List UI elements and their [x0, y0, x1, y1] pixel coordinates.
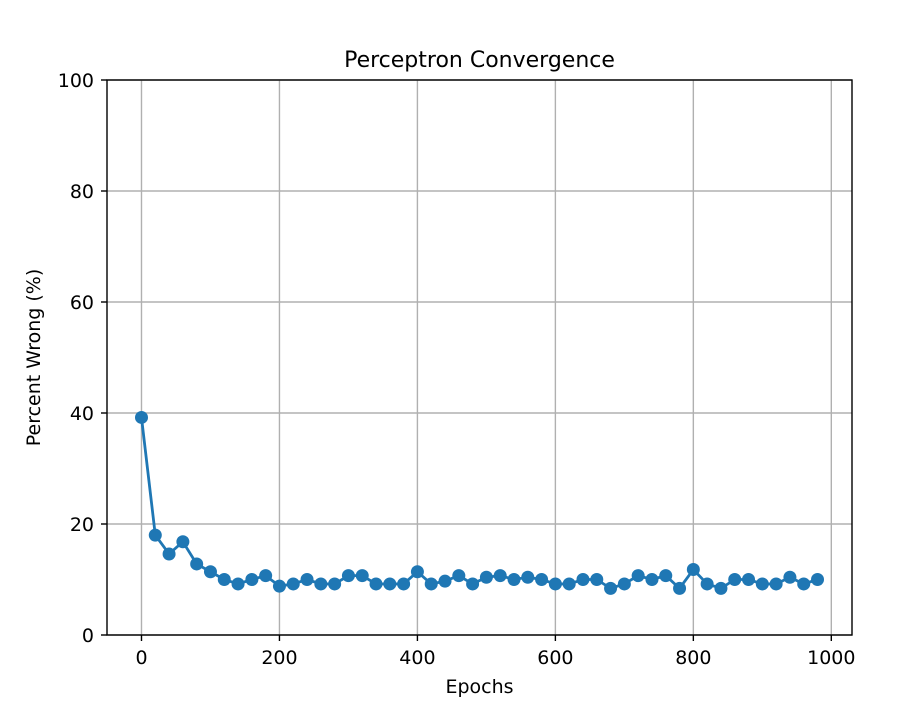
data-point — [438, 574, 452, 588]
y-axis-label: Percent Wrong (%) — [23, 269, 45, 447]
axis-ticks: 0 200 400 600 800 1000 0 20 40 60 80 100 — [58, 70, 856, 669]
x-tick-label: 600 — [537, 647, 573, 669]
data-point — [259, 569, 273, 583]
data-point — [466, 577, 480, 591]
data-point — [631, 569, 645, 583]
data-point — [383, 577, 397, 591]
y-tick-label: 40 — [70, 403, 94, 425]
data-point — [562, 577, 576, 591]
data-point — [341, 569, 355, 583]
data-point — [369, 577, 383, 591]
data-point — [797, 577, 811, 591]
x-tick-label: 800 — [675, 647, 711, 669]
x-tick-label: 400 — [399, 647, 435, 669]
data-point — [190, 557, 204, 571]
data-point — [728, 573, 742, 586]
data-point — [590, 573, 604, 586]
data-point — [521, 570, 535, 584]
data-point — [328, 577, 342, 591]
data-point — [355, 569, 369, 583]
data-point — [231, 577, 245, 591]
data-point — [755, 577, 769, 591]
data-point — [300, 573, 314, 586]
y-tick-label: 60 — [70, 292, 94, 314]
y-tick-label: 100 — [58, 70, 94, 92]
chart-title: Perceptron Convergence — [344, 48, 615, 73]
x-tick-label: 200 — [261, 647, 297, 669]
data-point — [479, 570, 493, 584]
data-point — [617, 577, 631, 591]
data-point — [645, 573, 659, 586]
data-point — [203, 565, 217, 579]
data-point — [686, 563, 700, 577]
data-point — [162, 547, 176, 561]
data-point — [217, 573, 231, 586]
data-point — [535, 573, 549, 586]
x-axis-label: Epochs — [445, 676, 513, 698]
data-point — [659, 569, 673, 583]
x-tick-label: 0 — [135, 647, 147, 669]
data-point — [314, 577, 328, 591]
data-point — [397, 577, 411, 591]
x-tick-label: 1000 — [807, 647, 855, 669]
data-point — [811, 573, 825, 586]
data-point — [452, 569, 466, 583]
y-tick-label: 20 — [70, 514, 94, 536]
data-point — [714, 581, 728, 595]
data-point — [604, 581, 618, 595]
data-point — [548, 577, 562, 591]
data-point — [783, 570, 797, 584]
data-point — [673, 581, 687, 595]
data-point — [769, 577, 783, 591]
data-point — [245, 573, 259, 586]
data-point — [493, 569, 507, 583]
data-point — [272, 579, 286, 593]
data-point — [134, 410, 148, 424]
data-point — [424, 577, 438, 591]
data-point — [507, 573, 521, 586]
data-point — [176, 535, 190, 549]
data-point — [286, 577, 300, 591]
data-point — [576, 573, 590, 586]
plot-frame — [106, 79, 853, 636]
data-point — [742, 573, 756, 586]
data-point — [700, 577, 714, 591]
series — [134, 410, 825, 595]
y-tick-label: 80 — [70, 181, 94, 203]
data-point — [410, 565, 424, 579]
data-point — [148, 528, 162, 542]
y-tick-label: 0 — [82, 625, 94, 647]
